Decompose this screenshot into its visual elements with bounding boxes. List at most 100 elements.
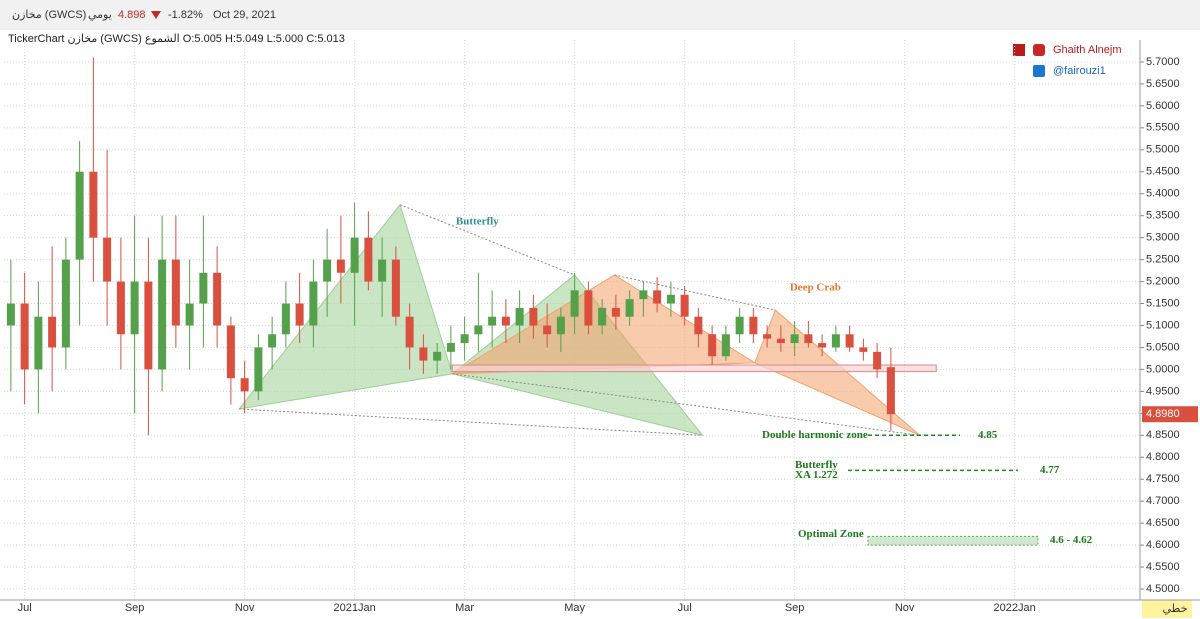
- header-bar: [0, 0, 1200, 30]
- candle-body: [364, 237, 373, 282]
- y-tick-label: 5.3500: [1146, 210, 1180, 222]
- candle-body: [61, 259, 70, 348]
- style-box: [1142, 600, 1192, 618]
- y-tick-label: 5.6500: [1146, 78, 1180, 90]
- price-tag-label: 4.8980: [1146, 408, 1180, 420]
- candle-body: [501, 316, 510, 326]
- optimal-zone: [867, 535, 1039, 546]
- last-price: 4.898: [118, 9, 146, 21]
- candle-body: [763, 334, 772, 339]
- y-tick-label: 4.5000: [1146, 583, 1180, 595]
- date: Oct 29, 2021: [213, 9, 276, 21]
- candle-body: [804, 334, 813, 344]
- candle-body: [529, 307, 538, 326]
- credit-handle: @fairouzi1: [1053, 65, 1106, 77]
- symbol: مخازن (GWCS): [12, 9, 86, 21]
- x-tick-label: Jul: [678, 602, 692, 614]
- twitter-icon: [1033, 65, 1045, 77]
- candle-body: [226, 325, 235, 379]
- candle-body: [378, 259, 387, 282]
- candle-body: [116, 281, 125, 335]
- candle-body: [240, 378, 249, 392]
- level-text: XA 1.272: [795, 469, 838, 481]
- pattern-leg: [237, 203, 453, 410]
- candle-body: [185, 303, 194, 326]
- change: -1.82%: [168, 9, 203, 21]
- pattern-line: [614, 274, 776, 311]
- down-arrow: [151, 11, 161, 19]
- y-tick-label: 5.2000: [1146, 275, 1180, 287]
- candle-body: [873, 351, 882, 370]
- candle-body: [845, 334, 854, 348]
- candle-body: [584, 290, 593, 326]
- candle-body: [818, 343, 827, 348]
- facebook-icon: [1013, 44, 1025, 56]
- y-tick-label: 4.6500: [1146, 517, 1180, 529]
- candle-body: [254, 347, 263, 392]
- candle-body: [419, 347, 428, 361]
- y-tick-label: 4.6000: [1146, 539, 1180, 551]
- y-tick-label: 4.8500: [1146, 429, 1180, 441]
- candle-body: [309, 281, 318, 326]
- y-tick-label: 5.2500: [1146, 254, 1180, 266]
- optimal-zone-label: Optimal Zone: [798, 528, 864, 540]
- y-tick-label: 5.4000: [1146, 188, 1180, 200]
- pattern-line: [239, 408, 703, 436]
- x-tick-label: May: [564, 602, 585, 614]
- candle-body: [598, 307, 607, 326]
- candle-body: [336, 259, 345, 273]
- candle-body: [75, 171, 84, 260]
- level-value: 4.77: [1040, 464, 1060, 476]
- x-tick-label: Mar: [455, 602, 474, 614]
- x-tick-label: Sep: [125, 602, 145, 614]
- candle-body: [708, 334, 717, 357]
- candle-body: [350, 237, 359, 273]
- period: يومي: [88, 9, 112, 21]
- y-tick-label: 5.6000: [1146, 100, 1180, 112]
- candle-body: [543, 325, 552, 335]
- candle-body: [859, 347, 868, 352]
- candle-body: [158, 259, 167, 370]
- pattern-leg: [754, 309, 921, 436]
- candle-body: [735, 316, 744, 335]
- candle-body: [199, 272, 208, 304]
- candle-body: [48, 316, 57, 348]
- y-tick-label: 4.7000: [1146, 495, 1180, 507]
- candle-body: [488, 316, 497, 326]
- pattern-line: [399, 204, 575, 276]
- x-tick-label: Sep: [785, 602, 805, 614]
- y-tick-label: 5.5000: [1146, 144, 1180, 156]
- candle-body: [446, 343, 455, 352]
- candle-body: [391, 259, 400, 317]
- y-tick-label: 5.1000: [1146, 319, 1180, 331]
- y-tick-label: 5.1500: [1146, 297, 1180, 309]
- info-line: TickerChart مخازن (GWCS) الشموع O:5.005 …: [8, 33, 345, 45]
- level-text: Butterfly: [795, 459, 838, 471]
- candle-body: [625, 299, 634, 317]
- candle-body: [570, 290, 579, 317]
- y-tick-label: 4.5500: [1146, 561, 1180, 573]
- x-tick-label: Jul: [18, 602, 32, 614]
- price-tag: [1142, 406, 1198, 423]
- credit-name: Ghaith Alnejm: [1053, 44, 1121, 56]
- y-tick-label: 5.3000: [1146, 232, 1180, 244]
- candle-body: [268, 334, 277, 348]
- candle-body: [144, 281, 153, 370]
- candle-body: [556, 316, 565, 335]
- candle-body: [89, 171, 98, 238]
- plot: [4, 40, 1140, 600]
- pattern-label: Deep Crab: [790, 282, 841, 294]
- candle-body: [790, 334, 799, 344]
- candle-body: [20, 303, 29, 370]
- reversal-zone: [451, 364, 937, 373]
- pattern-label: Butterfly: [456, 215, 499, 227]
- level-text: Double harmonic zone: [762, 429, 868, 441]
- candle-body: [295, 303, 304, 326]
- candle-body: [749, 316, 758, 335]
- x-tick-label: 2021Jan: [334, 602, 376, 614]
- pattern-line: [452, 373, 920, 436]
- candle-body: [6, 303, 15, 326]
- chart-style: خطي: [1163, 603, 1188, 615]
- candle-body: [886, 367, 895, 415]
